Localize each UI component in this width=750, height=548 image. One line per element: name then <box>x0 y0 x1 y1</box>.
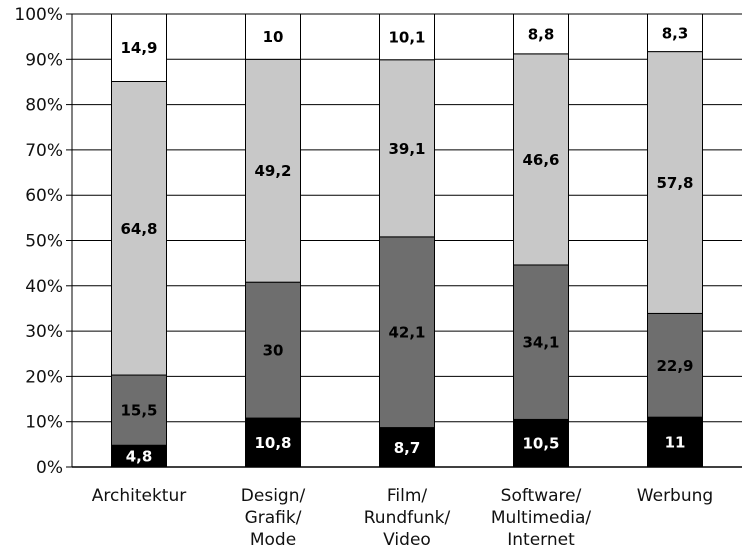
data-label: 46,6 <box>522 151 559 169</box>
bar-segment <box>513 264 569 420</box>
bars-layer <box>111 13 703 468</box>
bar-segment <box>647 13 703 53</box>
bar-segment <box>379 13 435 61</box>
category-label: Film/Rundfunk/Video <box>364 486 451 548</box>
y-tick-label: 80% <box>25 96 63 116</box>
category-label-line: Werbung <box>637 486 713 506</box>
axis-layer: 0% 10% 20% 30% 40% 50% 60% 70% 80% 90% 100% Archite… <box>14 5 742 548</box>
labels-layer: 4,8 15,5 64,8 14,9 10,8 30 49,2 10 8,7 42,1 39,1 10… <box>120 24 693 465</box>
category-label-line: Internet <box>507 530 575 548</box>
bar-segment <box>111 13 167 82</box>
data-label: 14,9 <box>120 39 157 57</box>
data-label: 4,8 <box>126 448 153 466</box>
y-tick-label: 50% <box>25 232 63 252</box>
bar-segment <box>513 53 569 266</box>
y-tick-label: 20% <box>25 367 63 387</box>
data-label: 10 <box>263 28 284 46</box>
data-label: 49,2 <box>254 162 291 180</box>
y-tick-label: 30% <box>25 322 63 342</box>
category-label-line: Mode <box>250 530 296 548</box>
y-tick-label: 70% <box>25 141 63 161</box>
y-tick-label: 90% <box>25 50 63 70</box>
data-label: 10,5 <box>522 435 559 453</box>
data-label: 34,1 <box>522 334 559 352</box>
data-label: 39,1 <box>388 140 425 158</box>
category-label-line: Film/ <box>387 486 428 506</box>
bar-segment <box>111 374 167 446</box>
bar-segment <box>647 416 703 468</box>
category-label-line: Multimedia/ <box>491 508 592 528</box>
data-label: 8,8 <box>528 25 555 43</box>
data-label: 42,1 <box>388 324 425 342</box>
y-tick-label: 10% <box>25 413 63 433</box>
data-label: 8,3 <box>662 24 689 42</box>
bar-segment <box>647 312 703 418</box>
category-label-line: Grafik/ <box>245 508 302 528</box>
bar-segment <box>111 80 167 376</box>
data-label: 10,1 <box>388 28 425 46</box>
bar-segment <box>245 58 301 283</box>
bar-segment <box>647 51 703 314</box>
data-label: 64,8 <box>120 220 157 238</box>
category-label: Software/Multimedia/Internet <box>491 486 592 548</box>
bar-segment <box>245 13 301 60</box>
data-label: 15,5 <box>120 402 157 420</box>
category-label-line: Software/ <box>501 486 582 506</box>
data-label: 57,8 <box>656 174 693 192</box>
data-label: 11 <box>665 434 686 452</box>
bar-segment <box>513 13 569 55</box>
category-label-line: Rundfunk/ <box>364 508 451 528</box>
category-label: Architektur <box>92 486 187 506</box>
category-label: Werbung <box>637 486 713 506</box>
y-tick-label: 100% <box>14 5 63 25</box>
bar-segment <box>245 281 301 419</box>
y-tick-label: 40% <box>25 277 63 297</box>
data-label: 8,7 <box>394 439 421 457</box>
data-label: 10,8 <box>254 434 291 452</box>
bar-segment <box>379 59 435 238</box>
category-label-line: Design/ <box>241 486 306 506</box>
bar-segment <box>379 427 435 468</box>
bar-segment <box>513 418 569 468</box>
y-tick-label: 60% <box>25 186 63 206</box>
category-label-line: Video <box>383 530 431 548</box>
bar-segment <box>379 236 435 429</box>
category-label-line: Architektur <box>92 486 187 506</box>
category-label: Design/Grafik/Mode <box>241 486 306 548</box>
data-label: 30 <box>263 342 284 360</box>
bar-segment <box>245 417 301 468</box>
data-label: 22,9 <box>656 357 693 375</box>
y-tick-label: 0% <box>36 458 63 478</box>
